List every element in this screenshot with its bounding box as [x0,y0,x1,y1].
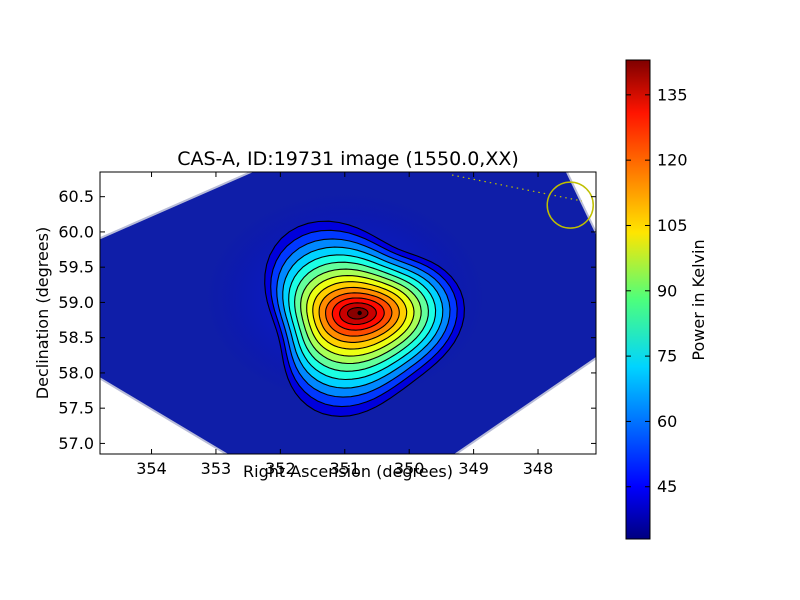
y-tick-label: 60.5 [58,187,94,206]
x-tick-label: 349 [458,459,489,478]
colorbar-label: Power in Kelvin [689,239,708,360]
y-tick-label: 58.0 [58,363,94,382]
colorbar-tick-label: 75 [657,347,677,366]
x-tick-label: 351 [330,459,361,478]
y-tick-label: 57.5 [58,399,94,418]
colorbar [625,59,651,540]
peak-marker [357,310,362,316]
y-tick-label: 57.0 [58,434,94,453]
y-axis: 57.0 57.5 58.0 58.5 59.0 59.5 60.0 60.5 [58,187,596,453]
colorbar-tick-label: 90 [657,281,677,300]
y-axis-label: Declination (degrees) [33,227,52,399]
x-tick-label: 353 [201,459,232,478]
colorbar-tick-label: 135 [657,85,688,104]
colorbar-tick-label: 60 [657,412,677,431]
y-tick-label: 59.0 [58,293,94,312]
beam-marker-line [451,174,583,202]
colorbar-tick-label: 105 [657,216,688,235]
beam-marker-circle [546,181,594,229]
plot-frame [99,171,597,455]
colorbar-tick-label: 45 [657,477,677,496]
colorbar-tick-label: 120 [657,151,688,170]
x-tick-label: 348 [523,459,554,478]
x-axis: 354 353 352 351 350 349 348 [136,172,553,478]
heatmap-image [100,172,596,454]
x-tick-label: 350 [394,459,425,478]
contour-group [264,220,465,417]
x-axis-label: Right Ascension (degrees) [243,462,453,481]
colorbar-ticks: 45 60 75 90 105 120 135 [626,85,688,496]
y-tick-label: 58.5 [58,328,94,347]
chart-title: CAS-A, ID:19731 image (1550.0,XX) [177,148,519,170]
y-tick-label: 59.5 [58,258,94,277]
y-tick-label: 60.0 [58,222,94,241]
x-tick-label: 352 [265,459,296,478]
x-tick-label: 354 [136,459,167,478]
